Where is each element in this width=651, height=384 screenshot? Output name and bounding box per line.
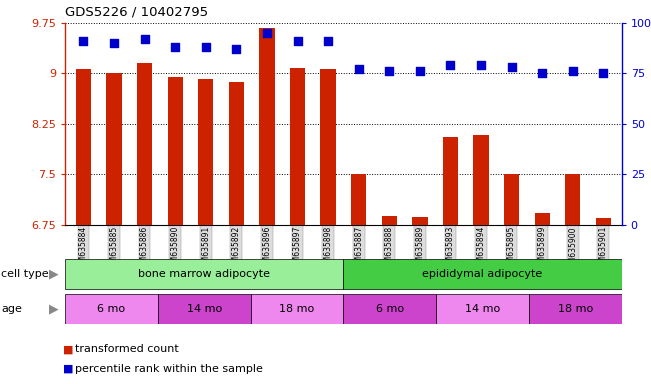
Text: ■: ■ bbox=[63, 344, 74, 354]
Bar bbox=[76, 70, 91, 225]
Point bbox=[323, 38, 333, 44]
Point bbox=[139, 36, 150, 42]
Bar bbox=[65, 294, 158, 324]
Bar bbox=[436, 294, 529, 324]
Bar bbox=[344, 294, 436, 324]
Bar bbox=[320, 70, 336, 225]
Text: GDS5226 / 10402795: GDS5226 / 10402795 bbox=[65, 6, 208, 19]
Bar bbox=[229, 81, 244, 225]
Bar bbox=[381, 216, 397, 225]
Point bbox=[415, 68, 425, 74]
Text: 14 mo: 14 mo bbox=[465, 304, 500, 314]
Bar bbox=[504, 174, 519, 225]
Bar bbox=[290, 68, 305, 225]
Text: ▶: ▶ bbox=[49, 302, 59, 315]
Point bbox=[262, 30, 272, 36]
Point bbox=[445, 62, 456, 68]
Point bbox=[78, 38, 89, 44]
Bar bbox=[596, 218, 611, 225]
Bar bbox=[344, 259, 622, 289]
Bar bbox=[137, 63, 152, 225]
Bar bbox=[65, 259, 344, 289]
Point bbox=[537, 70, 547, 76]
Text: bone marrow adipocyte: bone marrow adipocyte bbox=[138, 269, 270, 279]
Bar bbox=[158, 294, 251, 324]
Text: 14 mo: 14 mo bbox=[187, 304, 222, 314]
Point bbox=[598, 70, 609, 76]
Bar bbox=[534, 213, 550, 225]
Text: 6 mo: 6 mo bbox=[376, 304, 404, 314]
Bar bbox=[412, 217, 428, 225]
Text: 6 mo: 6 mo bbox=[98, 304, 126, 314]
Bar bbox=[351, 174, 367, 225]
Text: ■: ■ bbox=[63, 364, 74, 374]
Bar bbox=[443, 137, 458, 225]
Point bbox=[353, 66, 364, 73]
Text: 18 mo: 18 mo bbox=[558, 304, 593, 314]
Point bbox=[201, 44, 211, 50]
Text: age: age bbox=[1, 304, 22, 314]
Text: transformed count: transformed count bbox=[75, 344, 178, 354]
Bar bbox=[565, 174, 581, 225]
Bar bbox=[529, 294, 622, 324]
Bar bbox=[106, 73, 122, 225]
Point bbox=[292, 38, 303, 44]
Bar bbox=[251, 294, 344, 324]
Point bbox=[476, 62, 486, 68]
Text: 18 mo: 18 mo bbox=[279, 304, 314, 314]
Text: percentile rank within the sample: percentile rank within the sample bbox=[75, 364, 263, 374]
Point bbox=[568, 68, 578, 74]
Point bbox=[170, 44, 180, 50]
Text: ▶: ▶ bbox=[49, 268, 59, 281]
Point bbox=[109, 40, 119, 46]
Text: cell type: cell type bbox=[1, 269, 49, 279]
Point bbox=[231, 46, 242, 52]
Bar bbox=[259, 28, 275, 225]
Bar bbox=[198, 79, 214, 225]
Text: epididymal adipocyte: epididymal adipocyte bbox=[422, 269, 543, 279]
Point bbox=[506, 65, 517, 71]
Bar bbox=[473, 135, 489, 225]
Bar bbox=[167, 77, 183, 225]
Point bbox=[384, 68, 395, 74]
